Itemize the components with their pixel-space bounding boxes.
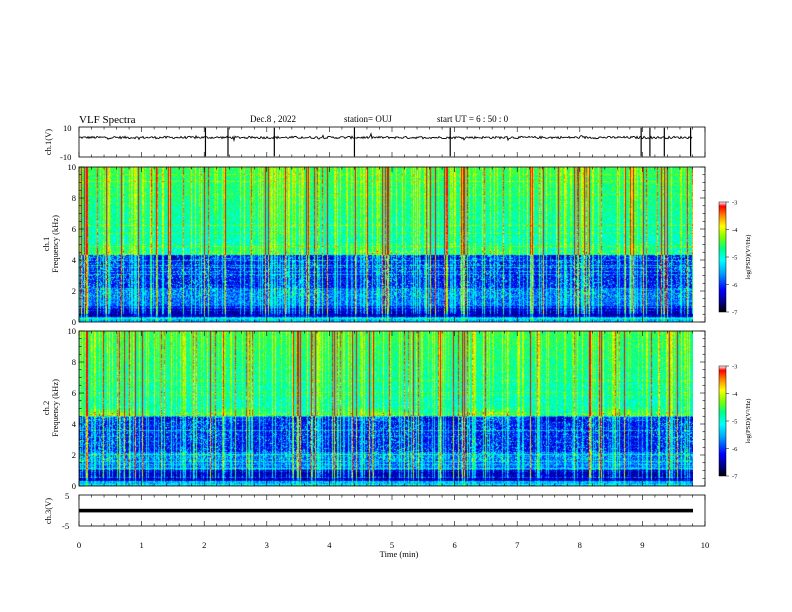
ch3-ytick-top: 5 [65,491,69,501]
ch2-colorbar [718,365,727,477]
x-tick-label: 1 [139,540,143,550]
y-tick-label: 4 [72,255,77,265]
x-tick-label: 10 [701,540,710,550]
panel-ch3-waveform: 5 -5 ch.3(V) [43,491,706,531]
x-tick-label: 0 [77,540,81,550]
x-tick-label: 9 [640,540,644,550]
station-label: station= OUJ [344,114,392,124]
ch2-spectrogram-image [79,331,693,486]
ch3-waveform-ylabel: ch.3(V) [43,498,53,524]
y-tick-label: 2 [72,450,76,460]
colorbar-tick-label: -3 [732,364,737,371]
colorbar-tick-label: -6 [732,446,738,453]
ch2-spectrogram-yticks: 0 2 4 6 8 10 [68,326,705,491]
colorbar-tick-label: -7 [732,310,738,317]
colorbar-tick-label: -3 [732,200,737,207]
ch1-colorbar-ticks: -3 -4 -5 -6 -7 [726,200,738,317]
ch2-spectrogram-ylabel-channel: ch.2 [41,401,51,415]
y-tick-label: 8 [72,357,76,367]
ch1-colorbar [718,201,727,313]
ch3-waveform-trace [79,508,693,513]
x-tick-label: 4 [327,540,332,550]
y-tick-label: 2 [72,286,76,296]
ch1-spectrogram-image [79,167,693,322]
x-tick-label: 2 [202,540,206,550]
x-axis-tick-labels: 0 1 2 3 4 5 6 7 8 9 10 [77,540,709,550]
ch2-colorbar-ticks: -3 -4 -5 -6 -7 [726,364,738,481]
ch1-ytick-bottom: -10 [60,152,71,162]
y-tick-label: 10 [68,162,77,172]
y-tick-label: 6 [72,388,76,398]
ch1-spectrogram-ticks [78,167,706,322]
colorbar-tick-label: -4 [732,227,738,234]
colorbar-tick-label: -6 [732,282,738,289]
colorbar-tick-label: -4 [732,391,738,398]
y-tick-label: 8 [72,193,76,203]
y-tick-label: 4 [72,419,77,429]
panel-ch1-waveform: 10 -10 ch.1(V) [43,123,706,162]
ch1-ytick-top: 10 [63,123,72,133]
ch2-spectrogram-ylabel-freq: Frequency (kHz) [50,379,60,437]
ch2-spectrogram-ticks [78,331,706,486]
colorbar-tick-label: -5 [732,255,737,262]
ch1-waveform-trace [78,132,693,143]
ch1-waveform-ylabel: ch.1(V) [43,129,53,155]
ch3-waveform-ticks [78,495,706,526]
x-tick-label: 3 [265,540,269,550]
colorbar-tick-label: -5 [732,419,737,426]
x-tick-label: 6 [452,540,456,550]
y-tick-label: 10 [68,326,77,336]
ch3-ytick-bottom: -5 [62,521,69,531]
ch1-spectrogram-ylabel-channel: ch.1 [41,237,51,251]
date-label: Dec.8 , 2022 [250,114,296,124]
ch1-spectrogram-ylabel-freq: Frequency (kHz) [50,215,60,273]
y-tick-label: 0 [72,481,76,491]
y-tick-label: 6 [72,224,76,234]
ch1-colorbar-label: log(PSD)(V²/Hz) [745,235,752,280]
chart-title: VLF Spectra [79,114,136,126]
x-tick-label: 5 [390,540,394,550]
ch1-waveform-spikes [204,127,692,157]
x-tick-label: 8 [578,540,582,550]
start-time-label: start UT = 6 : 50 : 0 [437,114,509,124]
colorbar-tick-label: -7 [732,474,738,481]
y-tick-label: 0 [72,317,76,327]
ch1-spectrogram-yticks: 0 2 4 6 8 10 [68,162,705,327]
ch1-waveform-ticks [78,127,706,157]
x-tick-label: 7 [515,540,519,550]
x-axis-label: Time (min) [380,549,419,559]
ch2-colorbar-label: log(PSD)(V²/Hz) [745,399,752,444]
